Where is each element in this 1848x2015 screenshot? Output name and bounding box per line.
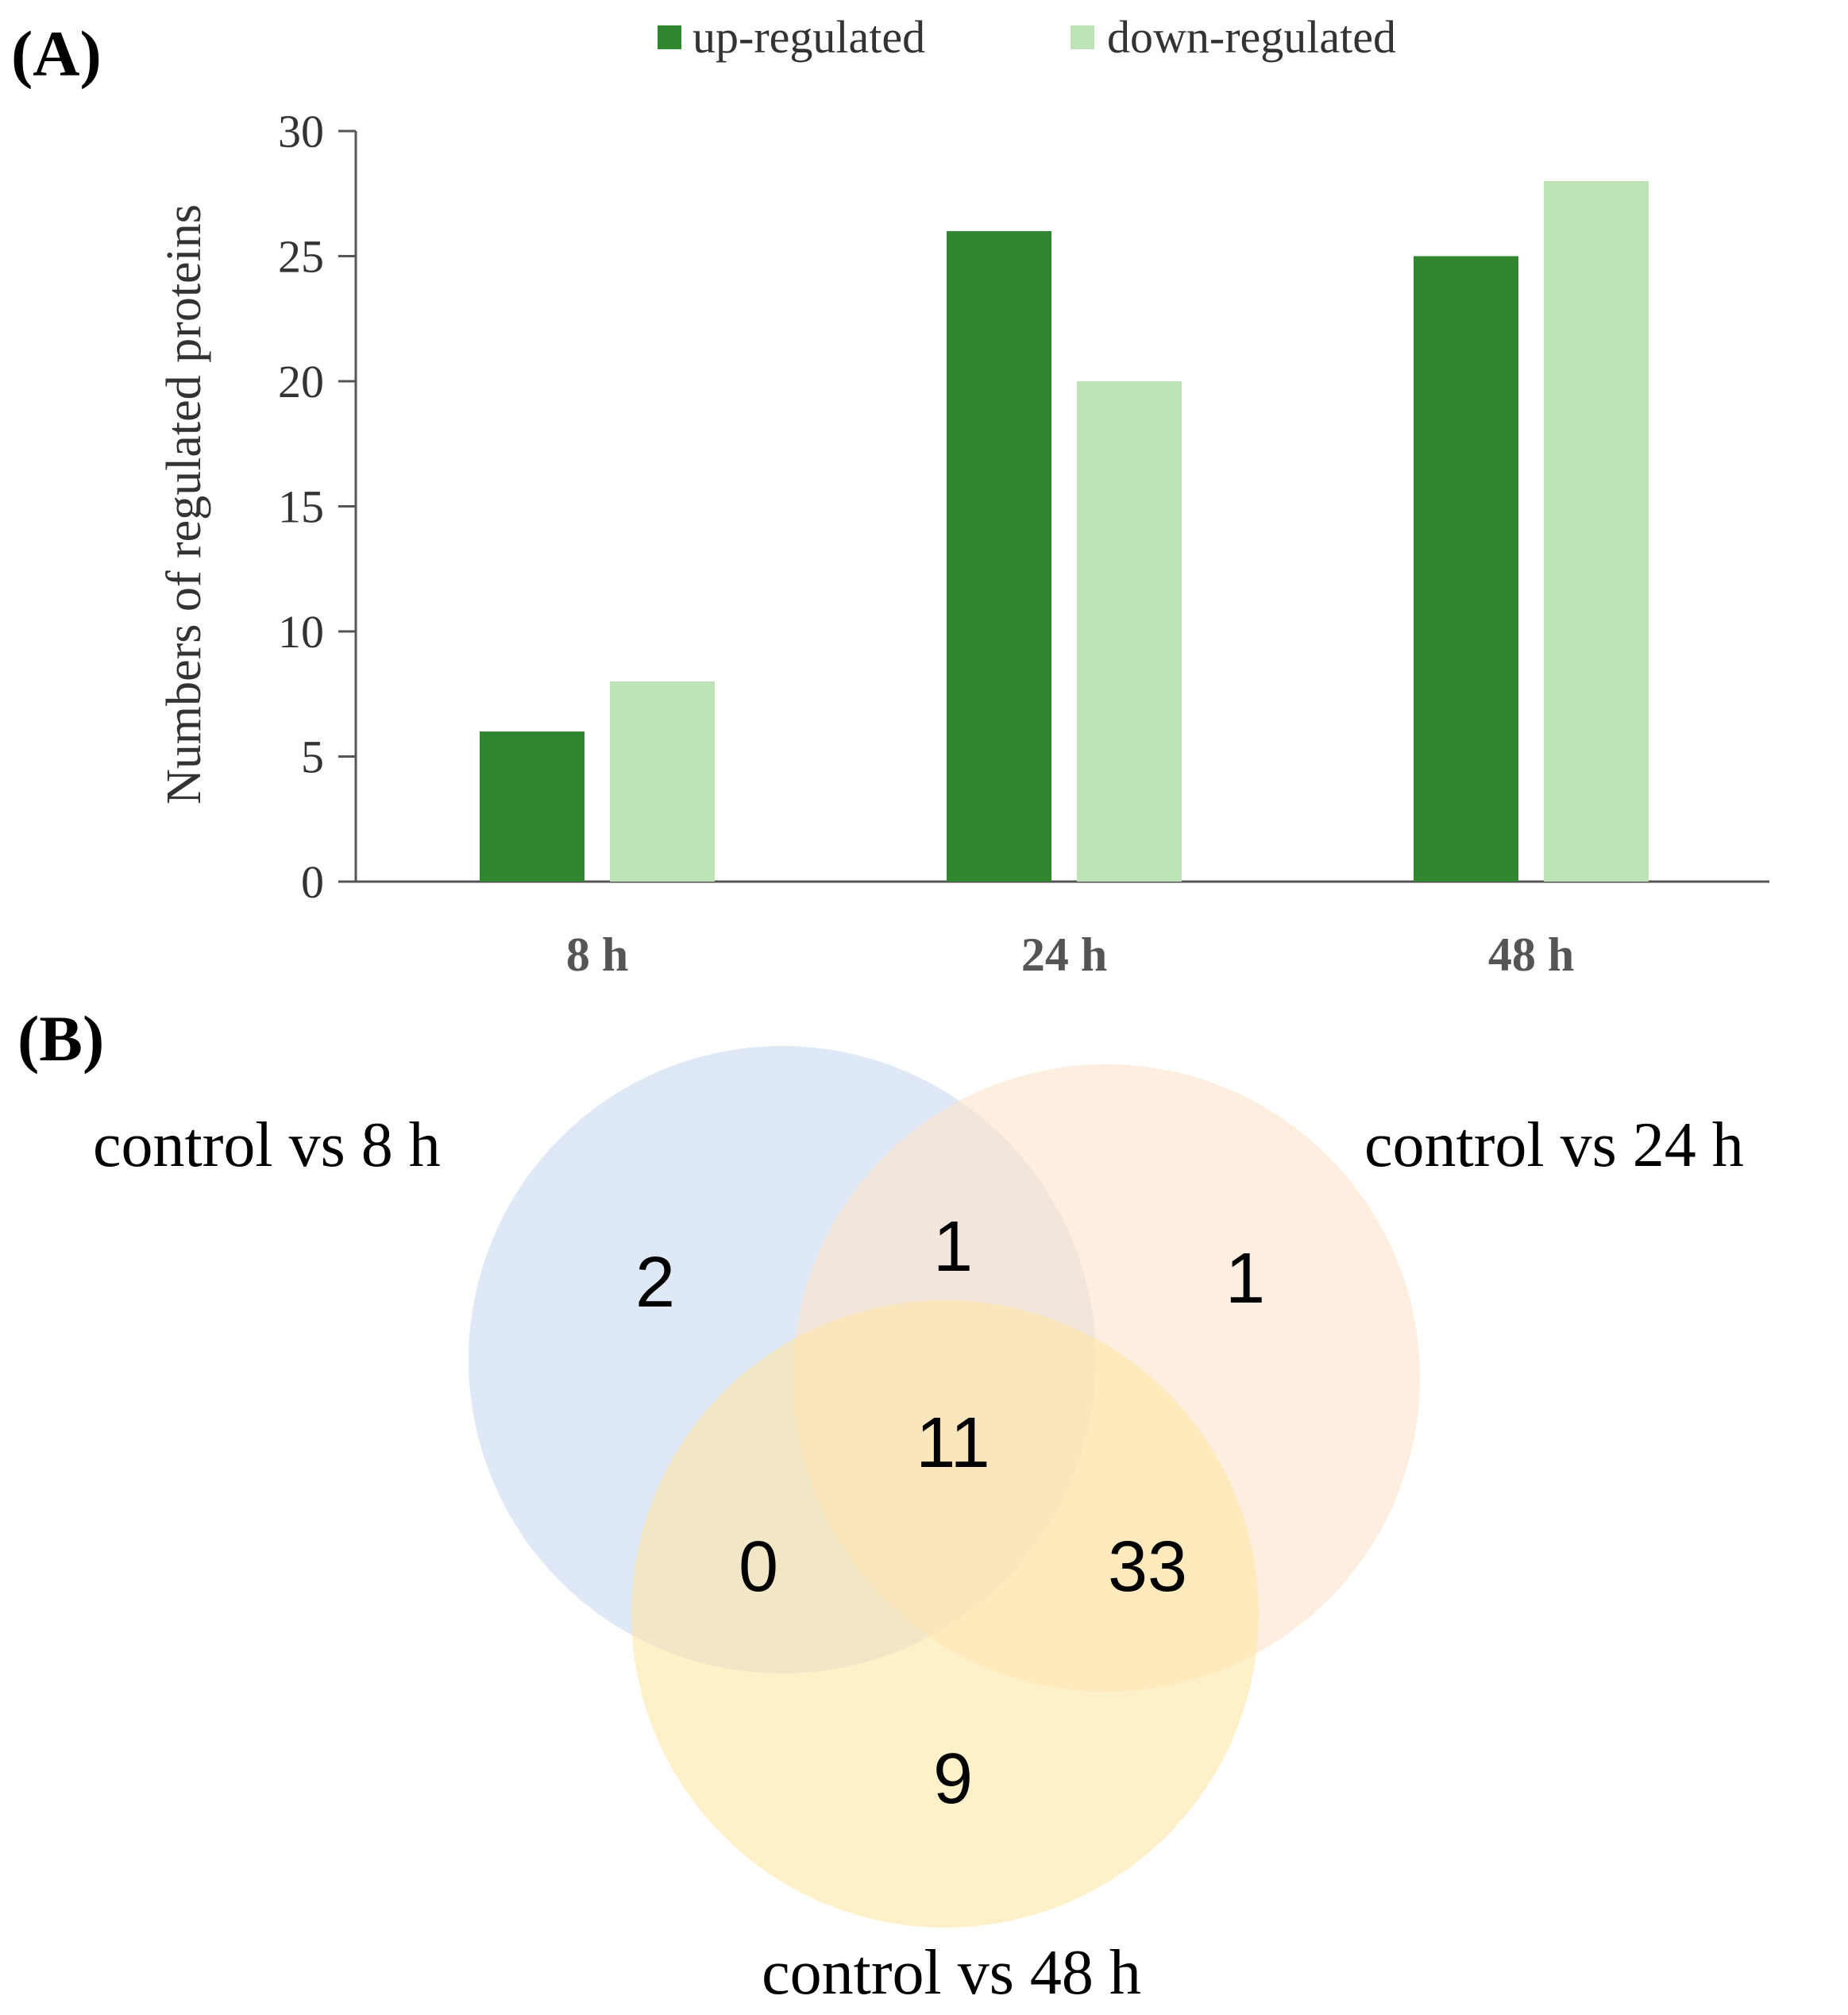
legend-label-up-regulated: up-regulated [693, 11, 925, 63]
y-tick-label: 30 [278, 106, 324, 157]
venn-circle-control-vs-48h [631, 1300, 1259, 1928]
venn-diagram: control vs 8 h control vs 24 h control v… [93, 1046, 1744, 2008]
y-tick-label: 5 [301, 731, 324, 783]
panel-b-label: (B) [17, 1002, 104, 1075]
y-tick-label: 15 [278, 481, 324, 533]
bar-up-regulated-48h [1414, 256, 1518, 882]
venn-set-label-48h: control vs 48 h [762, 1938, 1141, 2008]
panel-a-label: (A) [11, 17, 102, 90]
y-tick-label: 10 [278, 606, 324, 658]
venn-set-label-8h: control vs 8 h [93, 1110, 441, 1180]
venn-region-only-24h: 1 [1225, 1239, 1265, 1318]
y-tick-label: 20 [278, 356, 324, 407]
y-tick-label: 25 [278, 231, 324, 283]
bar-up-regulated-8h [480, 731, 584, 882]
legend-label-down-regulated: down-regulated [1107, 11, 1396, 63]
venn-set-label-24h: control vs 24 h [1364, 1110, 1744, 1180]
venn-region-8h-24h: 1 [933, 1207, 973, 1287]
chart-legend: up-regulated down-regulated [658, 11, 1396, 63]
x-tick-label: 24 h [1021, 928, 1107, 981]
venn-region-only-48h: 9 [933, 1739, 973, 1819]
venn-region-only-8h: 2 [635, 1243, 675, 1322]
bar-up-regulated-24h [947, 231, 1051, 882]
y-axis-ticks: 0 5 10 15 20 25 30 [278, 106, 356, 908]
legend-swatch-down-regulated [1071, 25, 1094, 49]
legend-swatch-up-regulated [658, 25, 681, 49]
y-axis-label: Numbers of regulated proteins [157, 204, 211, 805]
bar-chart: up-regulated down-regulated Numbers of r… [157, 11, 1769, 981]
x-axis-labels: 8 h 24 h 48 h [566, 928, 1574, 981]
bar-down-regulated-48h [1544, 181, 1649, 882]
venn-region-all-three: 11 [916, 1403, 990, 1483]
venn-region-8h-48h: 0 [739, 1527, 778, 1607]
bar-down-regulated-24h [1077, 381, 1182, 882]
bars-group [480, 181, 1649, 882]
venn-region-24h-48h: 33 [1108, 1527, 1187, 1607]
bar-down-regulated-8h [610, 681, 715, 882]
y-tick-label: 0 [301, 856, 324, 908]
x-tick-label: 8 h [566, 928, 628, 981]
x-tick-label: 48 h [1488, 928, 1574, 981]
